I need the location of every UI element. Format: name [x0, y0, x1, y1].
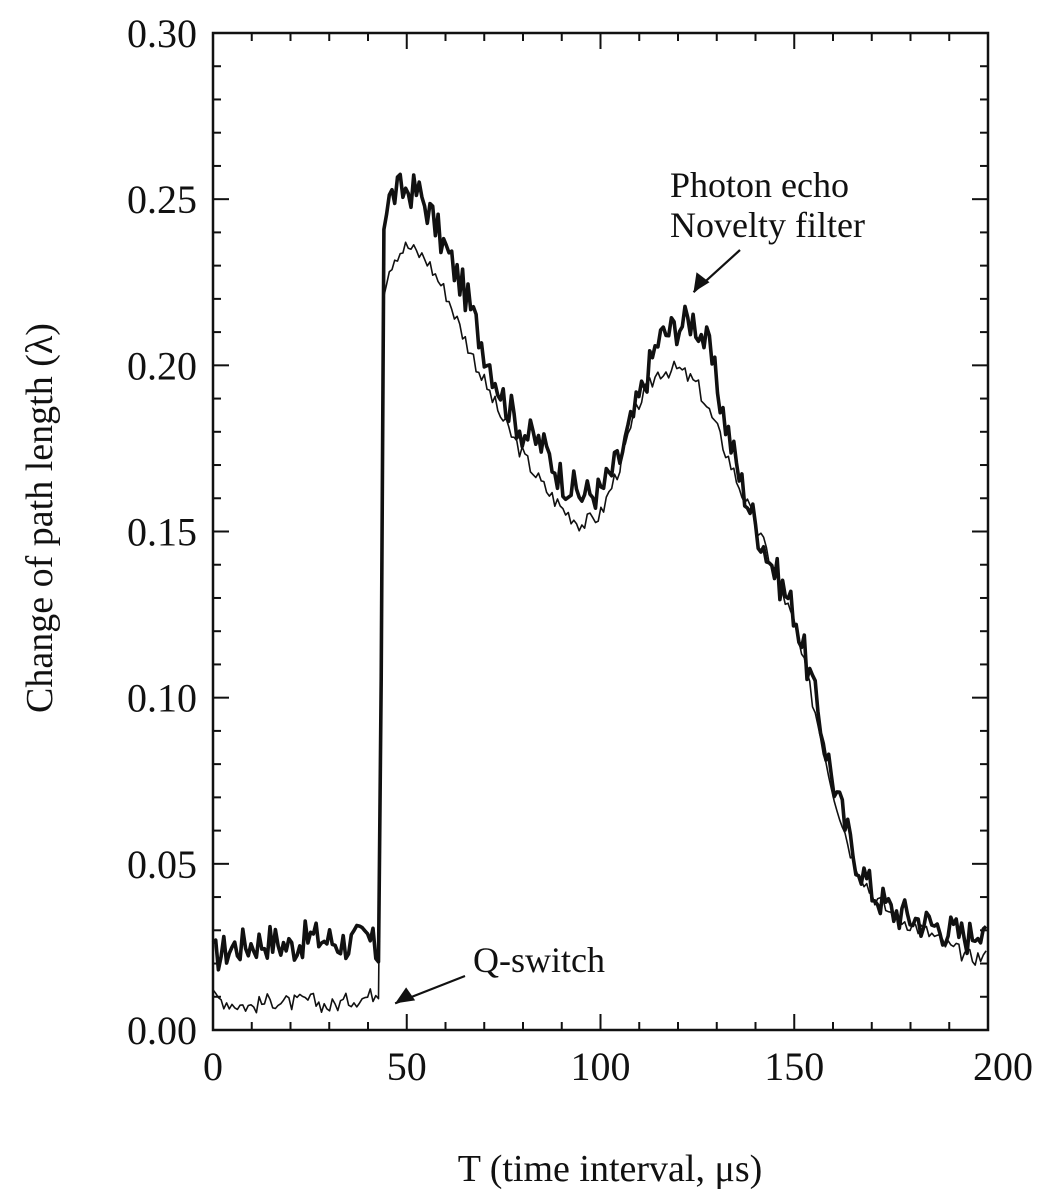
annotation-photon-echo-line: Photon echo [670, 165, 849, 205]
annotation-q-switch: Q-switch [473, 940, 605, 980]
y-tick-label: 0.20 [127, 343, 197, 388]
x-tick-label: 50 [387, 1044, 427, 1089]
series-line-thin [212, 241, 987, 1014]
tick-labels: 0.00 0.05 0.10 0.15 0.20 0.25 0.30 0 50 100 150 200 [127, 11, 1033, 1089]
x-tick-label: 150 [764, 1044, 824, 1089]
series-line-thick [211, 172, 988, 972]
y-tick-label: 0.15 [127, 510, 197, 555]
y-tick-label: 0.00 [127, 1008, 197, 1053]
x-tick-label: 0 [203, 1044, 223, 1089]
x-tick-label: 100 [571, 1044, 631, 1089]
annotation-photon-echo-line: Novelty filter [670, 205, 865, 245]
series-layer [211, 172, 988, 1014]
x-axis-title: T (time interval, μs) [458, 1148, 763, 1190]
y-tick-label: 0.05 [127, 842, 197, 887]
y-tick-label: 0.30 [127, 11, 197, 56]
axis-ticks [212, 32, 989, 1031]
y-tick-label: 0.10 [127, 676, 197, 721]
x-tick-label: 200 [973, 1044, 1033, 1089]
y-tick-label: 0.25 [127, 177, 197, 222]
y-axis-title: Change of path length (λ) [19, 323, 61, 713]
q-switch-arrowhead [395, 987, 416, 1004]
photon-echo-arrowhead [693, 272, 710, 293]
